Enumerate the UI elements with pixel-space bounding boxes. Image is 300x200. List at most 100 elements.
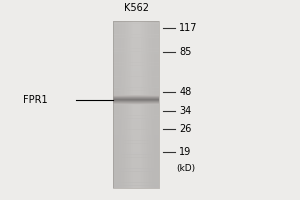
Bar <box>113 118 159 121</box>
Bar <box>139 21 140 188</box>
Text: 19: 19 <box>179 147 192 157</box>
Bar <box>125 21 126 188</box>
Bar <box>113 21 114 188</box>
Bar <box>113 46 159 49</box>
Bar <box>113 99 159 100</box>
Text: 85: 85 <box>179 47 192 57</box>
Bar <box>113 177 159 180</box>
Bar <box>113 21 159 24</box>
Bar <box>148 21 149 188</box>
Bar <box>154 21 155 188</box>
Bar <box>113 57 159 60</box>
Bar <box>113 79 159 82</box>
Bar <box>138 21 139 188</box>
Bar <box>152 21 154 188</box>
Bar <box>113 174 159 177</box>
Bar <box>113 23 159 26</box>
Bar <box>113 101 159 105</box>
Bar <box>113 138 159 141</box>
Bar <box>113 180 159 183</box>
Bar <box>136 21 137 188</box>
Bar <box>131 21 133 188</box>
Bar <box>113 143 159 146</box>
Bar <box>113 54 159 57</box>
Bar <box>113 135 159 138</box>
Bar <box>151 21 152 188</box>
Bar <box>142 21 143 188</box>
Bar <box>113 97 159 98</box>
Bar <box>113 110 159 113</box>
Bar <box>127 21 128 188</box>
Bar <box>113 168 159 172</box>
Bar <box>152 21 153 188</box>
Bar <box>113 166 159 169</box>
Text: FPR1: FPR1 <box>23 95 48 105</box>
Text: 48: 48 <box>179 87 192 97</box>
Bar <box>113 96 159 97</box>
Bar <box>114 21 115 188</box>
Bar <box>113 101 159 102</box>
Bar <box>113 51 159 54</box>
Text: (kD): (kD) <box>176 164 196 173</box>
Bar <box>130 21 131 188</box>
Bar <box>113 85 159 88</box>
Bar <box>130 21 132 188</box>
Bar <box>113 163 159 166</box>
Bar <box>113 95 159 96</box>
Bar <box>147 21 148 188</box>
Bar <box>113 152 159 155</box>
Bar <box>129 21 130 188</box>
Bar <box>113 129 159 132</box>
Bar <box>113 103 159 104</box>
Bar <box>128 21 129 188</box>
Bar <box>113 115 159 119</box>
Bar <box>113 62 159 66</box>
Bar <box>124 21 125 188</box>
Bar <box>115 21 116 188</box>
Bar <box>113 93 159 96</box>
Bar <box>113 29 159 32</box>
Bar <box>155 21 156 188</box>
Bar <box>113 182 159 186</box>
Bar <box>113 37 159 40</box>
Bar <box>122 21 124 188</box>
Bar <box>113 107 159 110</box>
Bar <box>122 21 123 188</box>
Bar <box>158 21 159 188</box>
Bar <box>113 160 159 163</box>
Bar <box>113 98 159 99</box>
Bar <box>113 43 159 46</box>
Bar <box>113 124 159 127</box>
Bar <box>113 96 159 97</box>
Bar <box>113 101 159 102</box>
Bar <box>113 99 159 102</box>
Bar <box>113 96 159 99</box>
Bar <box>113 90 159 93</box>
Bar <box>113 99 159 100</box>
Bar <box>126 21 127 188</box>
Bar <box>116 21 117 188</box>
Bar <box>113 60 159 63</box>
Bar <box>140 21 141 188</box>
Bar <box>144 21 145 188</box>
Bar <box>113 146 159 149</box>
Bar <box>113 71 159 74</box>
Bar <box>137 21 138 188</box>
Bar <box>117 21 118 188</box>
Bar <box>113 149 159 152</box>
Bar <box>113 102 159 103</box>
Bar <box>113 95 159 96</box>
Bar <box>157 21 158 188</box>
Bar <box>121 21 122 188</box>
Bar <box>113 97 159 98</box>
Bar <box>113 171 159 174</box>
Text: 117: 117 <box>179 23 198 33</box>
Bar <box>113 104 159 107</box>
Bar <box>143 21 145 188</box>
Bar <box>113 68 159 71</box>
Bar <box>142 21 144 188</box>
Bar <box>145 21 146 188</box>
Bar <box>134 21 135 188</box>
Bar <box>113 140 159 144</box>
Bar <box>113 87 159 91</box>
